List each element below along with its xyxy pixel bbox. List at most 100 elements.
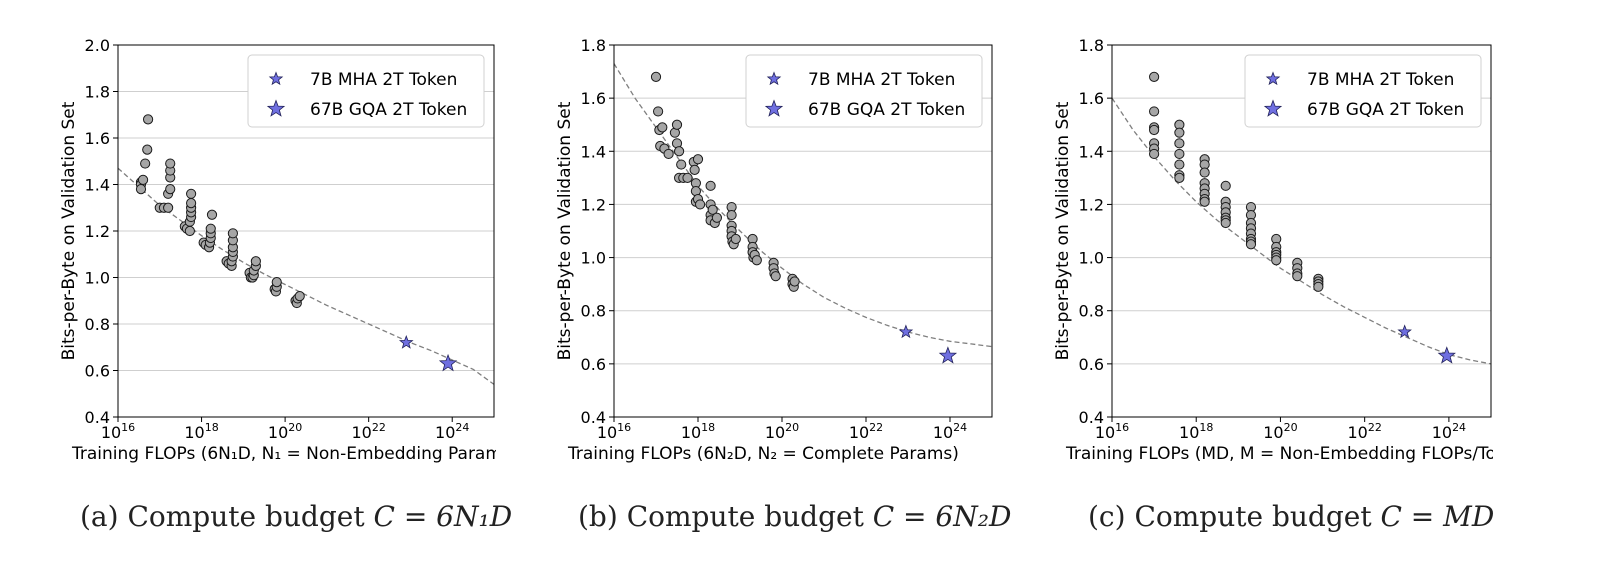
x-tick-label: 1020: [1263, 421, 1297, 442]
chart-panel-b: 0.4 0.6 0.8 1.0 1.2 1.4 1.6 1.8 1016 1018 1020 1022…: [555, 36, 993, 464]
data-point: [1174, 148, 1185, 160]
data-point: [1174, 172, 1185, 183]
data-point: [140, 158, 151, 169]
y-tick-label: 1.4: [581, 142, 606, 161]
data-point: [1149, 148, 1160, 160]
data-point: [163, 202, 174, 213]
data-point: [770, 271, 781, 282]
caption-a: (a) Compute budget C = 6N₁D: [80, 500, 512, 533]
x-tick-label: 1018: [681, 421, 715, 442]
legend-star-67b: [1263, 99, 1283, 117]
data-point: [663, 148, 674, 160]
caption-c-text: Compute budget: [1134, 500, 1372, 533]
star-7b-mha: [898, 324, 914, 339]
data-point: [789, 276, 800, 287]
data-point: [671, 119, 683, 130]
data-point: [165, 158, 176, 169]
data-point: [137, 174, 149, 185]
star-7b-mha: [1397, 324, 1412, 339]
y-tick-label: 0.6: [85, 362, 110, 381]
data-point: [206, 209, 218, 220]
legend-star-67b: [764, 99, 784, 117]
y-tick-label: 1.4: [85, 176, 110, 195]
y-tick-label: 0.8: [85, 315, 110, 334]
y-tick-label: 1.8: [85, 83, 110, 102]
legend-box: [247, 54, 485, 128]
y-axis-label: Bits-per-Byte on Validation Set: [555, 101, 575, 360]
legend-box: [745, 54, 983, 128]
star-67b-gqa: [438, 353, 458, 372]
x-tick-label: 1018: [1179, 421, 1213, 442]
y-tick-label: 2.0: [85, 36, 110, 55]
y-tick-label: 1.4: [1079, 142, 1104, 161]
y-tick-label: 1.0: [85, 269, 110, 288]
data-point: [1271, 255, 1282, 266]
data-point: [1220, 217, 1231, 229]
caption-c: (c) Compute budget C = MD: [1088, 500, 1494, 533]
y-tick-label: 1.6: [85, 129, 110, 148]
fit-curve: [614, 63, 992, 348]
star-67b-gqa: [938, 346, 958, 364]
data-point: [1199, 167, 1210, 178]
y-tick-label: 0.8: [581, 302, 606, 321]
fit-curve: [1112, 97, 1491, 365]
data-point: [695, 199, 706, 210]
plot-frame: [117, 44, 495, 418]
x-tick-label: 1024: [1432, 421, 1466, 442]
data-point: [726, 209, 737, 221]
star-7b-mha: [398, 334, 414, 349]
x-axis-label: Training FLOPs (6N₂D, N₂ = Complete Para…: [567, 444, 959, 464]
legend-label-7b: 7B MHA 2T Token: [310, 70, 457, 90]
data-point: [250, 256, 261, 267]
legend-label-67b: 67B GQA 2T Token: [808, 100, 965, 120]
data-point: [1149, 71, 1160, 82]
data-point: [674, 146, 685, 157]
x-tick-label: 1022: [1347, 421, 1381, 442]
data-point: [184, 225, 195, 237]
caption-a-formula: C = 6N₁D: [373, 500, 513, 533]
data-point: [657, 122, 668, 133]
data-point: [692, 154, 704, 165]
data-point: [705, 180, 716, 191]
caption-b: (b) Compute budget C = 6N₂D: [578, 500, 1011, 533]
data-point: [1149, 106, 1160, 117]
plot-frame: [613, 44, 993, 418]
x-tick-label: 1016: [597, 421, 631, 442]
data-point: [1199, 196, 1210, 207]
fit-curve: [118, 167, 494, 385]
y-tick-label: 0.4: [581, 408, 606, 427]
data-point: [650, 71, 662, 82]
x-axis-label: Training FLOPs (MD, M = Non-Embedding FL…: [1065, 444, 1533, 464]
x-tick-label: 1018: [184, 421, 218, 442]
data-point: [1220, 180, 1231, 191]
chart-panel-c: 0.4 0.6 0.8 1.0 1.2 1.4 1.6 1.8 1016 1018 1020 1022…: [1053, 36, 1533, 464]
data-point: [1313, 281, 1324, 292]
data-point: [142, 114, 154, 125]
x-tick-label: 1024: [435, 421, 469, 442]
data-point: [142, 144, 153, 155]
caption-a-label: (a): [80, 500, 119, 533]
data-point: [676, 159, 687, 170]
data-point: [1245, 239, 1257, 250]
data-point: [1174, 127, 1185, 138]
y-tick-label: 0.4: [85, 408, 110, 427]
plot-frame: [1111, 44, 1492, 418]
legend-label-67b: 67B GQA 2T Token: [1307, 100, 1464, 120]
data-point: [1149, 124, 1160, 136]
chart-panel-a: 0.4 0.6 0.8 1.0 1.2 1.4 1.6 1.8 2.0 1016 1018 1020 1…: [59, 36, 517, 464]
x-tick-label: 1024: [933, 421, 967, 442]
legend-label-67b: 67B GQA 2T Token: [310, 100, 467, 120]
caption-c-label: (c): [1088, 500, 1126, 533]
x-tick-label: 1016: [101, 421, 135, 442]
x-axis-label: Training FLOPs (6N₁D, N₁ = Non-Embedding…: [71, 444, 517, 464]
data-point: [186, 188, 197, 199]
data-point: [707, 204, 718, 215]
data-point: [165, 184, 176, 195]
caption-a-text: Compute budget: [127, 500, 365, 533]
caption-c-formula: C = MD: [1380, 500, 1495, 533]
y-tick-label: 1.6: [581, 89, 606, 108]
data-point: [1174, 138, 1185, 149]
x-tick-label: 1022: [351, 421, 385, 442]
data-point: [1174, 159, 1185, 170]
